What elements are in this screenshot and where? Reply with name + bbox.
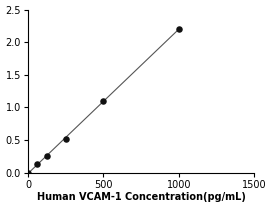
Point: [26, 171, 30, 174]
Point: [45, 154, 49, 157]
Point: [177, 27, 181, 31]
X-axis label: Human VCAM-1 Concentration(pg/mL): Human VCAM-1 Concentration(pg/mL): [37, 192, 246, 202]
Point: [35, 163, 40, 166]
Point: [64, 137, 68, 140]
Point: [101, 99, 106, 103]
